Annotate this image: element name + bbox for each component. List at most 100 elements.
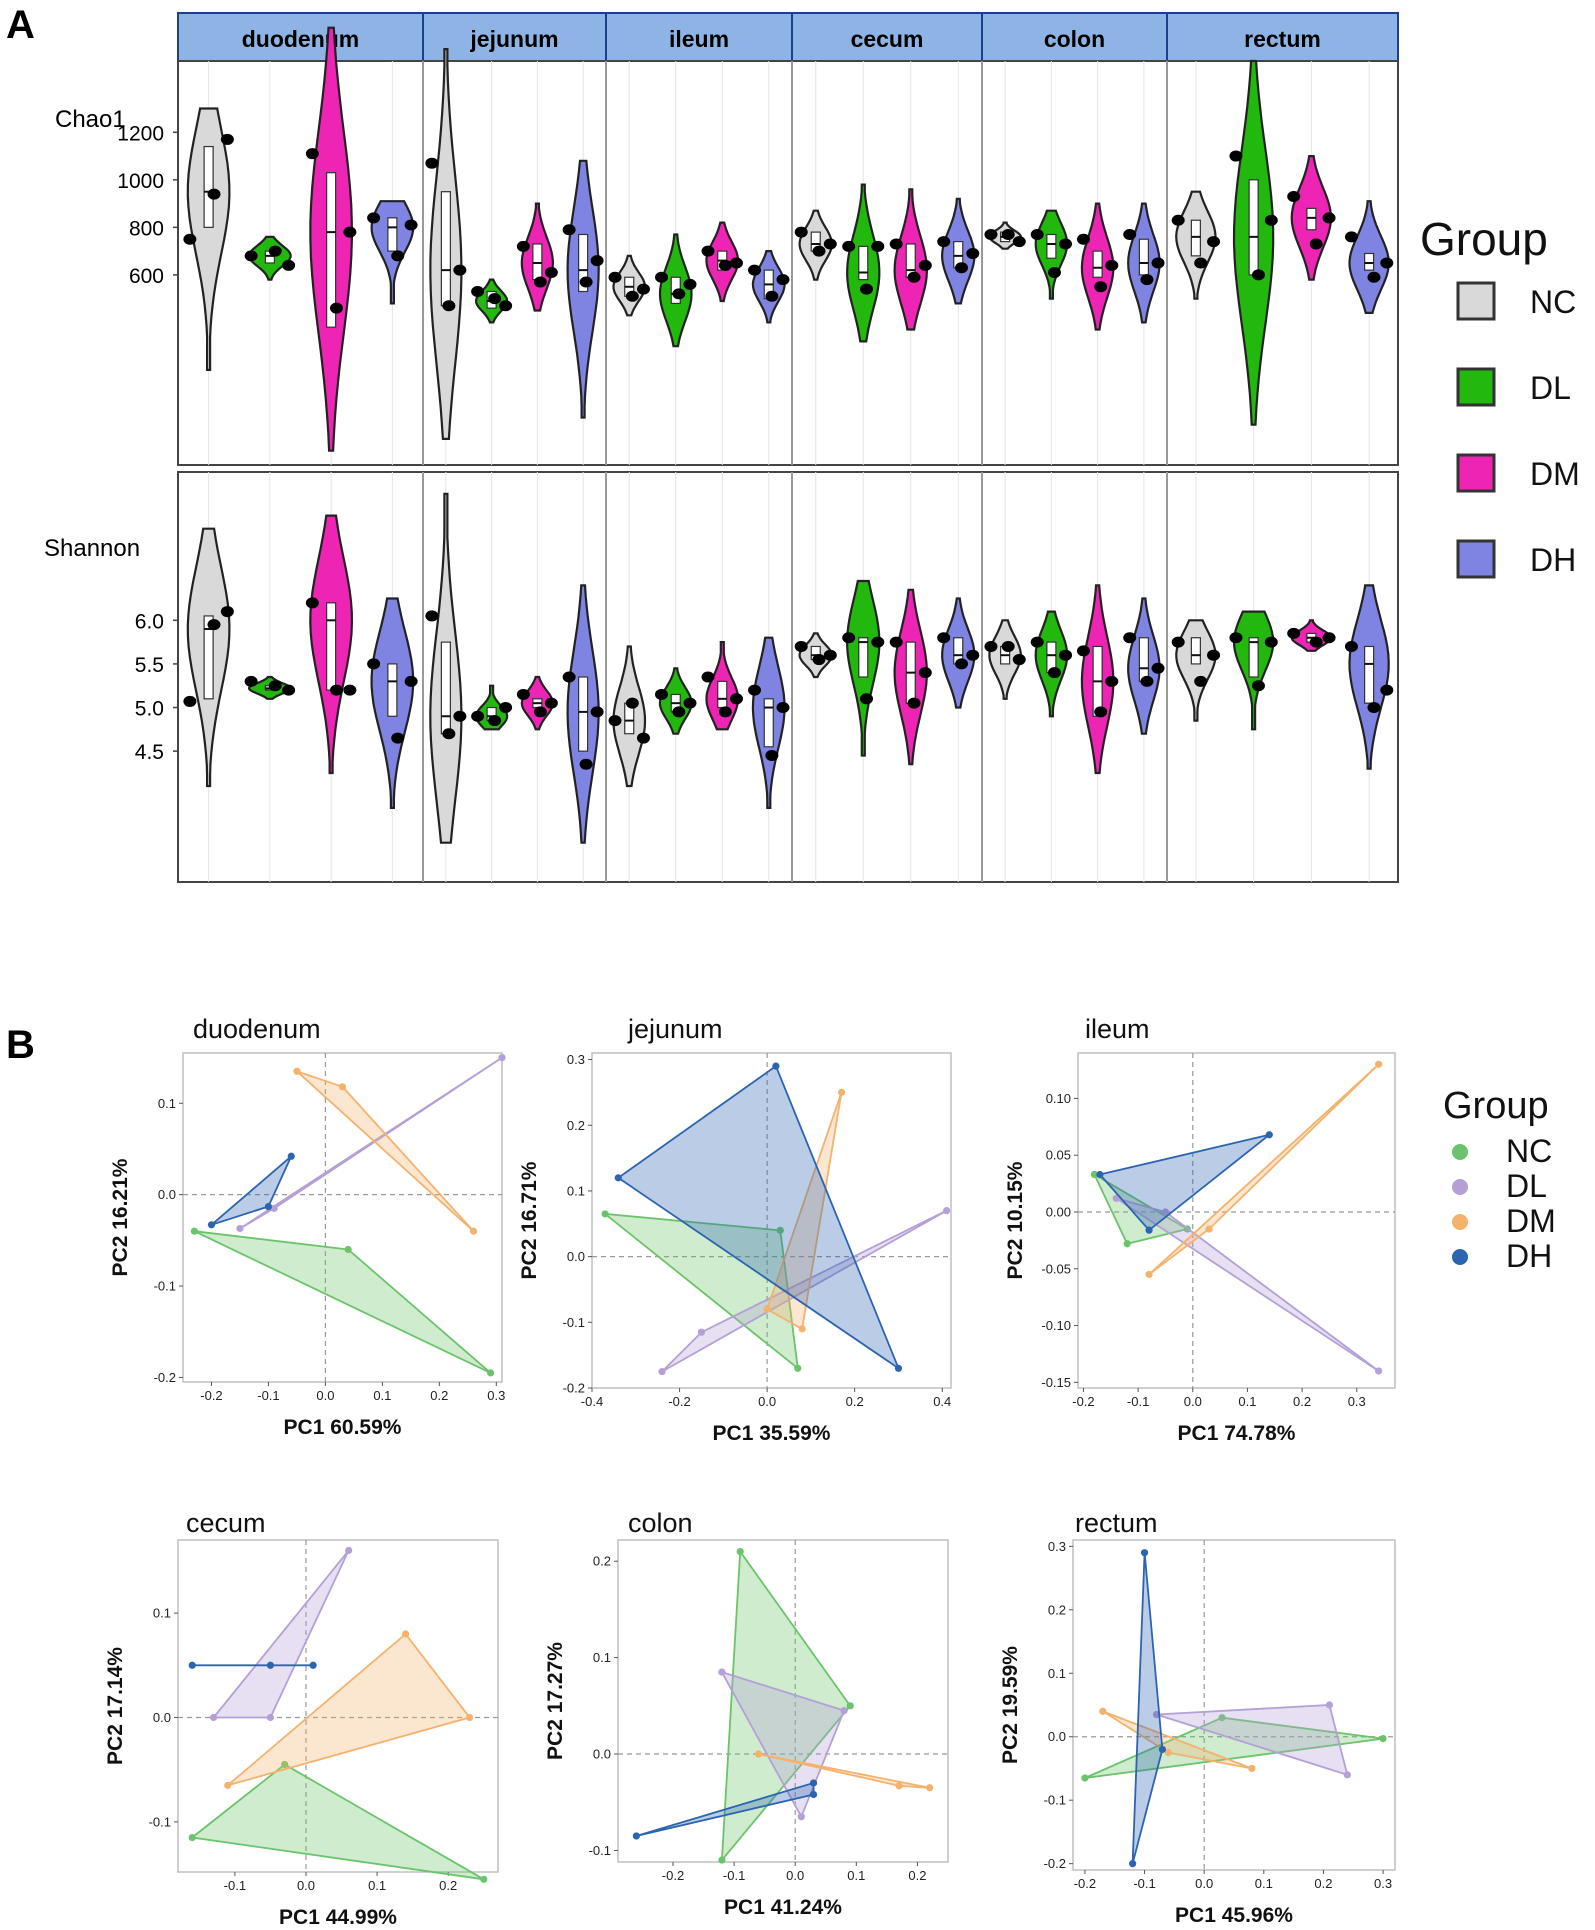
data-point (471, 710, 485, 722)
box (1046, 233, 1057, 259)
data-point (343, 684, 357, 696)
y-axis-label: PC2 19.59% (999, 1646, 1022, 1764)
hull-NC (189, 1763, 485, 1881)
point-NC (480, 1875, 488, 1883)
legend-a-swatch (1456, 367, 1496, 407)
data-point (636, 732, 650, 744)
point-DH (632, 1832, 640, 1840)
y-axis-label: PC2 16.21% (109, 1158, 132, 1276)
data-point (1171, 636, 1185, 648)
data-point (391, 732, 405, 744)
data-point (1287, 190, 1301, 202)
data-point (516, 240, 530, 252)
data-point (1151, 662, 1165, 674)
data-point (812, 245, 826, 257)
legend-b-label: NC (1506, 1133, 1552, 1169)
y-axis-label: PC2 17.27% (544, 1642, 567, 1760)
point-DH (772, 1062, 780, 1070)
point-DM (754, 1750, 763, 1758)
data-point (1194, 675, 1208, 687)
data-point (718, 259, 732, 271)
data-point (1380, 257, 1394, 269)
box (326, 172, 337, 328)
y-axis-label: PC2 16.71% (518, 1161, 541, 1279)
y-tick-label: 0.1 (1048, 1666, 1066, 1681)
point-DH (1265, 1131, 1273, 1139)
data-point (1194, 257, 1208, 269)
hull-DM (758, 1753, 930, 1789)
legend-b-title: Group (1443, 1085, 1549, 1127)
x-axis-label: PC1 35.59% (713, 1422, 831, 1445)
data-point (453, 264, 467, 276)
legend-b-label: DM (1506, 1203, 1556, 1239)
hull-DH (210, 1155, 293, 1226)
data-point (1322, 632, 1336, 644)
box (1092, 250, 1103, 278)
point-DH (809, 1790, 818, 1799)
y-tick-label: -0.15 (1041, 1375, 1071, 1390)
facet-strip (422, 12, 607, 62)
point-DH (1140, 1549, 1149, 1557)
point-DL (718, 1668, 726, 1676)
data-point (794, 226, 808, 238)
x-tick-label: -0.2 (662, 1868, 684, 1883)
y-tick-label: 0.0 (153, 1710, 171, 1725)
y-axis-label: PC2 10.15% (1004, 1161, 1027, 1279)
point-DM (926, 1784, 934, 1792)
point-DM (293, 1067, 301, 1075)
data-point (404, 219, 418, 231)
point-NC (190, 1227, 198, 1235)
x-axis-label: PC1 44.99% (279, 1906, 397, 1929)
point-DL (943, 1207, 951, 1215)
y-tick-label: 0.1 (153, 1606, 171, 1621)
legend-a-label: NC (1530, 284, 1576, 320)
data-point (453, 710, 467, 722)
data-point (343, 226, 357, 238)
data-point (1140, 274, 1154, 286)
data-point (812, 654, 826, 666)
y-tick-label: 0.10 (1046, 1091, 1071, 1106)
y-tick-label: 0.05 (1046, 1148, 1071, 1163)
box (1138, 637, 1149, 682)
data-point (1076, 645, 1090, 657)
panel-label-b: B (6, 1023, 35, 1067)
data-point (1322, 212, 1336, 224)
data-point (562, 224, 576, 236)
data-point (889, 238, 903, 250)
x-tick-label: 0.2 (439, 1878, 457, 1893)
data-point (1264, 636, 1278, 648)
x-tick-label: -0.2 (1074, 1876, 1096, 1891)
data-point (871, 636, 885, 648)
y-tick-label: 0.1 (158, 1096, 176, 1111)
box (387, 663, 398, 717)
x-tick-label: 0.1 (847, 1868, 865, 1883)
hull-DM (1102, 1710, 1253, 1770)
point-NC (281, 1760, 289, 1769)
data-point (860, 693, 874, 705)
data-point (1229, 150, 1243, 162)
x-tick-label: 0.3 (1374, 1876, 1392, 1891)
point-DM (469, 1227, 478, 1235)
point-DH (1096, 1170, 1104, 1179)
point-DM (895, 1782, 903, 1790)
data-point (590, 255, 604, 267)
point-DM (763, 1305, 771, 1313)
data-point (1047, 667, 1061, 679)
data-point (305, 148, 319, 160)
data-point (918, 667, 932, 679)
x-axis-label: PC1 41.24% (724, 1896, 842, 1919)
facet-strip-label: rectum (1244, 26, 1321, 52)
data-point (1264, 214, 1278, 226)
data-point (1229, 632, 1243, 644)
data-point (1171, 214, 1185, 226)
y-tick-label: 5.5 (135, 654, 164, 677)
data-point (1309, 636, 1323, 648)
box (858, 637, 869, 678)
x-tick-label: 0.1 (368, 1878, 386, 1893)
point-DM (338, 1083, 347, 1091)
pcoa-title: colon (628, 1508, 693, 1538)
x-tick-label: -0.1 (224, 1878, 246, 1893)
data-point (842, 632, 856, 644)
data-point (516, 688, 530, 700)
